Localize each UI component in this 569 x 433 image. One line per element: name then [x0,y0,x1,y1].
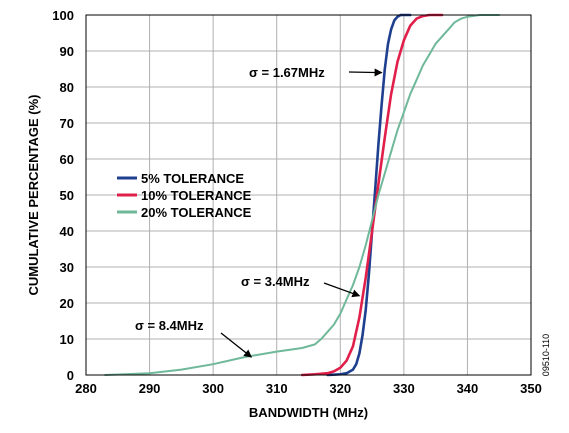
y-tick-label: 100 [52,8,74,23]
y-tick-label: 20 [60,296,74,311]
annotation-label: σ = 3.4MHz [241,274,310,289]
annotations: σ = 1.67MHz σ = 3.4MHz σ = 8.4MHz [135,65,383,358]
x-tick-label: 340 [457,381,479,396]
series-line-3 [104,14,501,376]
x-tick-label: 330 [393,381,415,396]
y-tick-label: 90 [60,44,74,59]
x-tick-label: 320 [329,381,351,396]
x-tick-label: 310 [266,381,288,396]
x-tick-label: 290 [139,381,161,396]
y-tick-label: 80 [60,80,74,95]
x-axis-title: BANDWIDTH (MHz) [249,405,368,420]
series-lines [104,13,501,377]
plot-frame [85,14,532,376]
legend: 5% TOLERANCE 10% TOLERANCE 20% TOLERANCE [117,171,252,220]
x-tick-label: 350 [520,381,542,396]
x-tick-label: 300 [202,381,224,396]
annotation-arrow [348,68,383,77]
x-tick-label: 280 [75,381,97,396]
y-tick-label: 60 [60,152,74,167]
y-tick-label: 10 [60,332,74,347]
y-tick-label: 30 [60,260,74,275]
annotation-label: σ = 8.4MHz [135,318,204,333]
annotation-arrow [323,282,361,298]
annotation-arrow [220,332,253,358]
y-tick-label: 0 [67,368,74,383]
grid [85,14,532,376]
y-tick-label: 70 [60,116,74,131]
tick-labels: 280 290 300 310 320 330 340 350 0 10 20 30 40 50 60 70 8… [52,8,542,396]
legend-label: 10% TOLERANCE [141,188,252,203]
figure-id: 09510-110 [541,334,551,376]
legend-label: 5% TOLERANCE [141,171,244,186]
legend-label: 20% TOLERANCE [141,205,252,220]
y-axis-title: CUMULATIVE PERCENTAGE (%) [26,94,41,295]
y-tick-label: 50 [60,188,74,203]
annotation-label: σ = 1.67MHz [249,65,325,80]
y-tick-label: 40 [60,224,74,239]
series-line-1 [326,13,412,377]
